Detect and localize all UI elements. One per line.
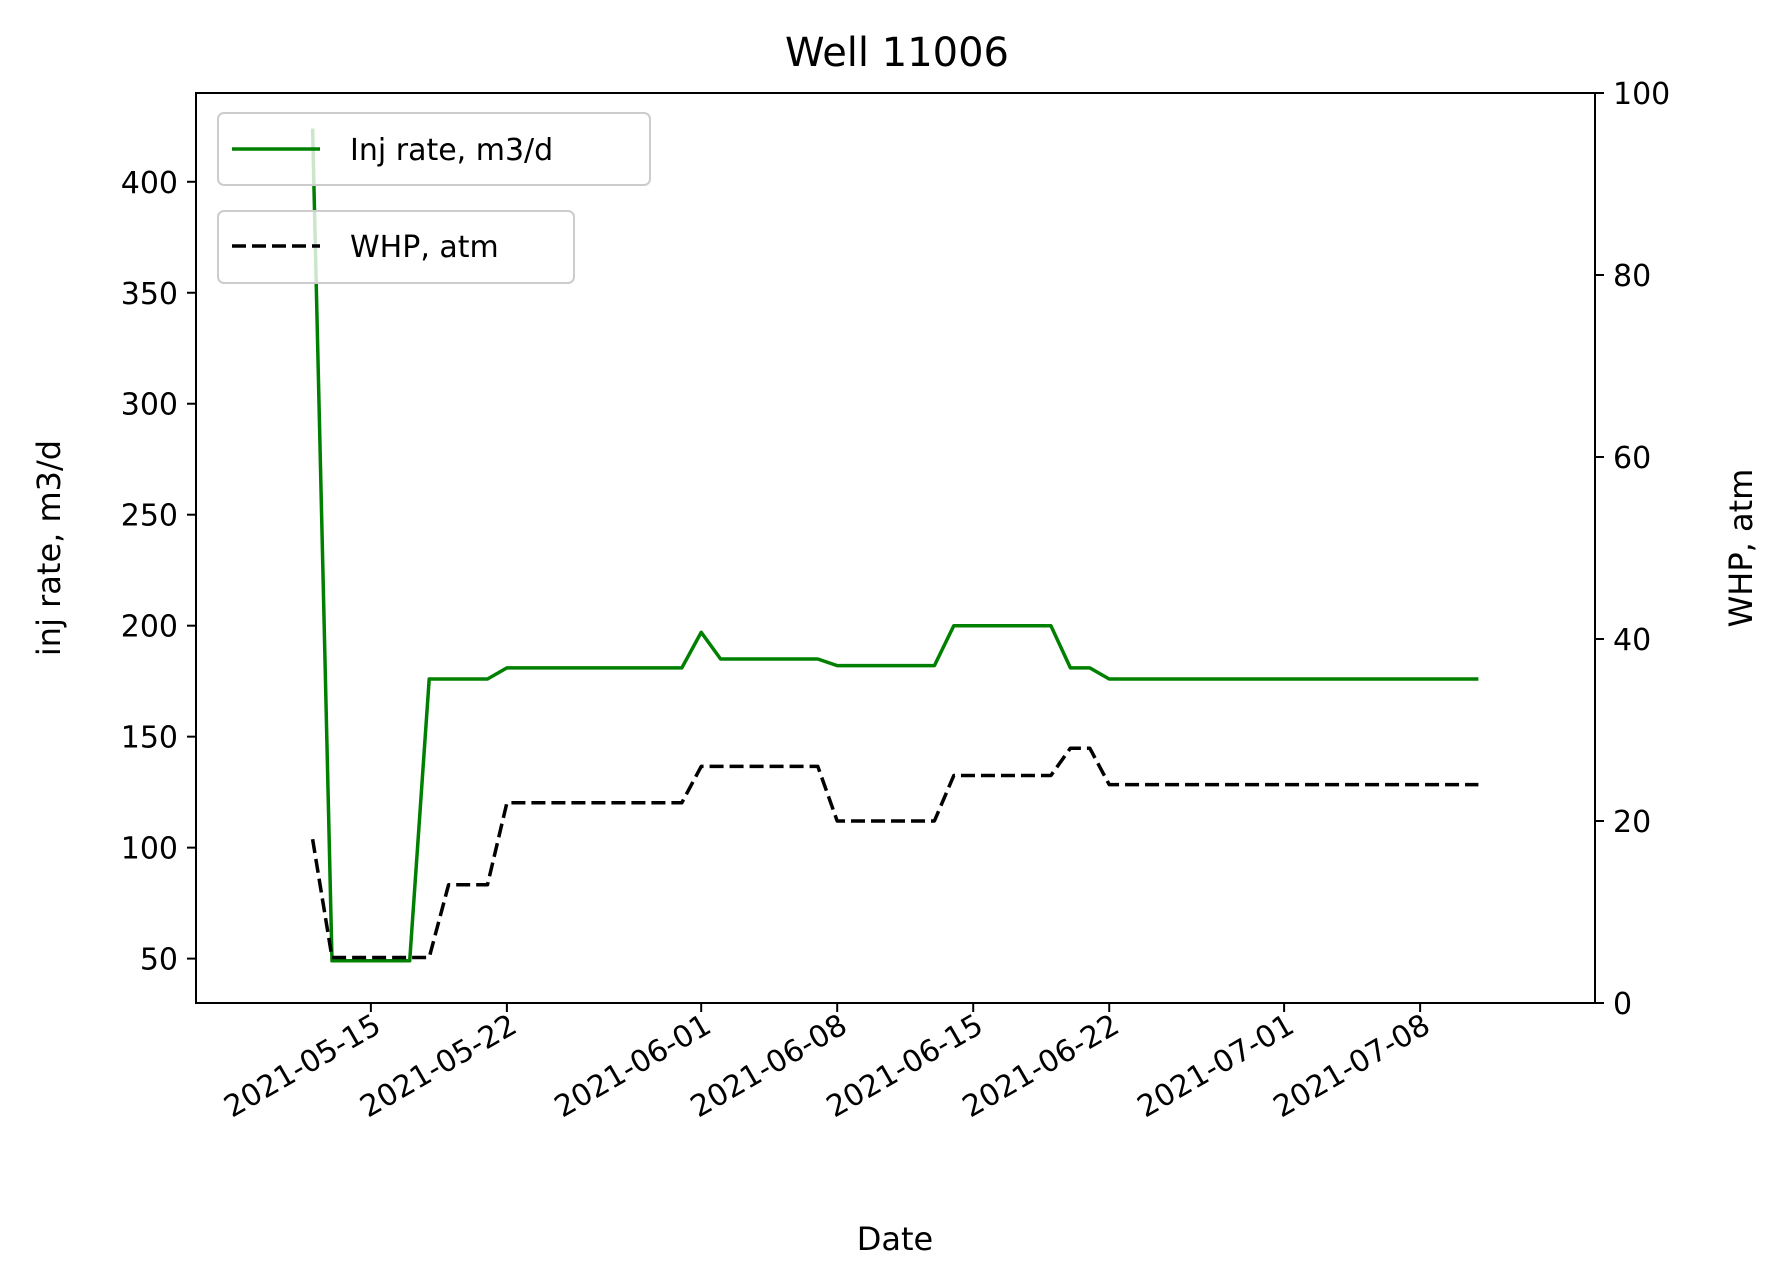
legend-box [217, 112, 651, 186]
left-y-tick-label: 200 [121, 610, 178, 645]
left-y-tick-label: 400 [121, 166, 178, 201]
right-y-tick-label: 100 [1613, 77, 1670, 112]
right-y-tick-label: 80 [1613, 259, 1651, 294]
right-y-tick-label: 20 [1613, 805, 1651, 840]
whp-line [310, 746, 1479, 960]
left-y-tick-label: 100 [121, 832, 178, 867]
legend-whp: WHP, atm [217, 210, 575, 284]
chart-title: Well 11006 [785, 30, 1009, 76]
plot-frame [195, 92, 1596, 1004]
x-axis-label: Date [857, 1220, 933, 1258]
left-y-axis-label: inj rate, m3/d [30, 440, 68, 656]
left-y-tick-label: 150 [121, 721, 178, 756]
legend-inj-rate: Inj rate, m3/d [217, 112, 651, 186]
right-y-tick-label: 40 [1613, 623, 1651, 658]
left-y-axis: 50 100 150 200 250 300 350 400 [121, 166, 196, 978]
left-y-tick-label: 300 [121, 388, 178, 423]
legend-label-whp: WHP, atm [350, 230, 499, 265]
right-y-tick-label: 60 [1613, 441, 1651, 476]
legend-box [217, 210, 575, 284]
inj-rate-line [310, 128, 1479, 963]
right-y-axis: 0 20 40 60 80 100 [1595, 77, 1670, 1022]
legend-label-inj-rate: Inj rate, m3/d [350, 133, 553, 168]
left-y-tick-label: 50 [140, 943, 178, 978]
left-y-tick-label: 250 [121, 499, 178, 534]
left-y-tick-label: 350 [121, 277, 178, 312]
right-y-axis-label: WHP, atm [1722, 469, 1760, 628]
plot-marks [310, 128, 1479, 963]
right-y-tick-label: 0 [1613, 987, 1632, 1022]
